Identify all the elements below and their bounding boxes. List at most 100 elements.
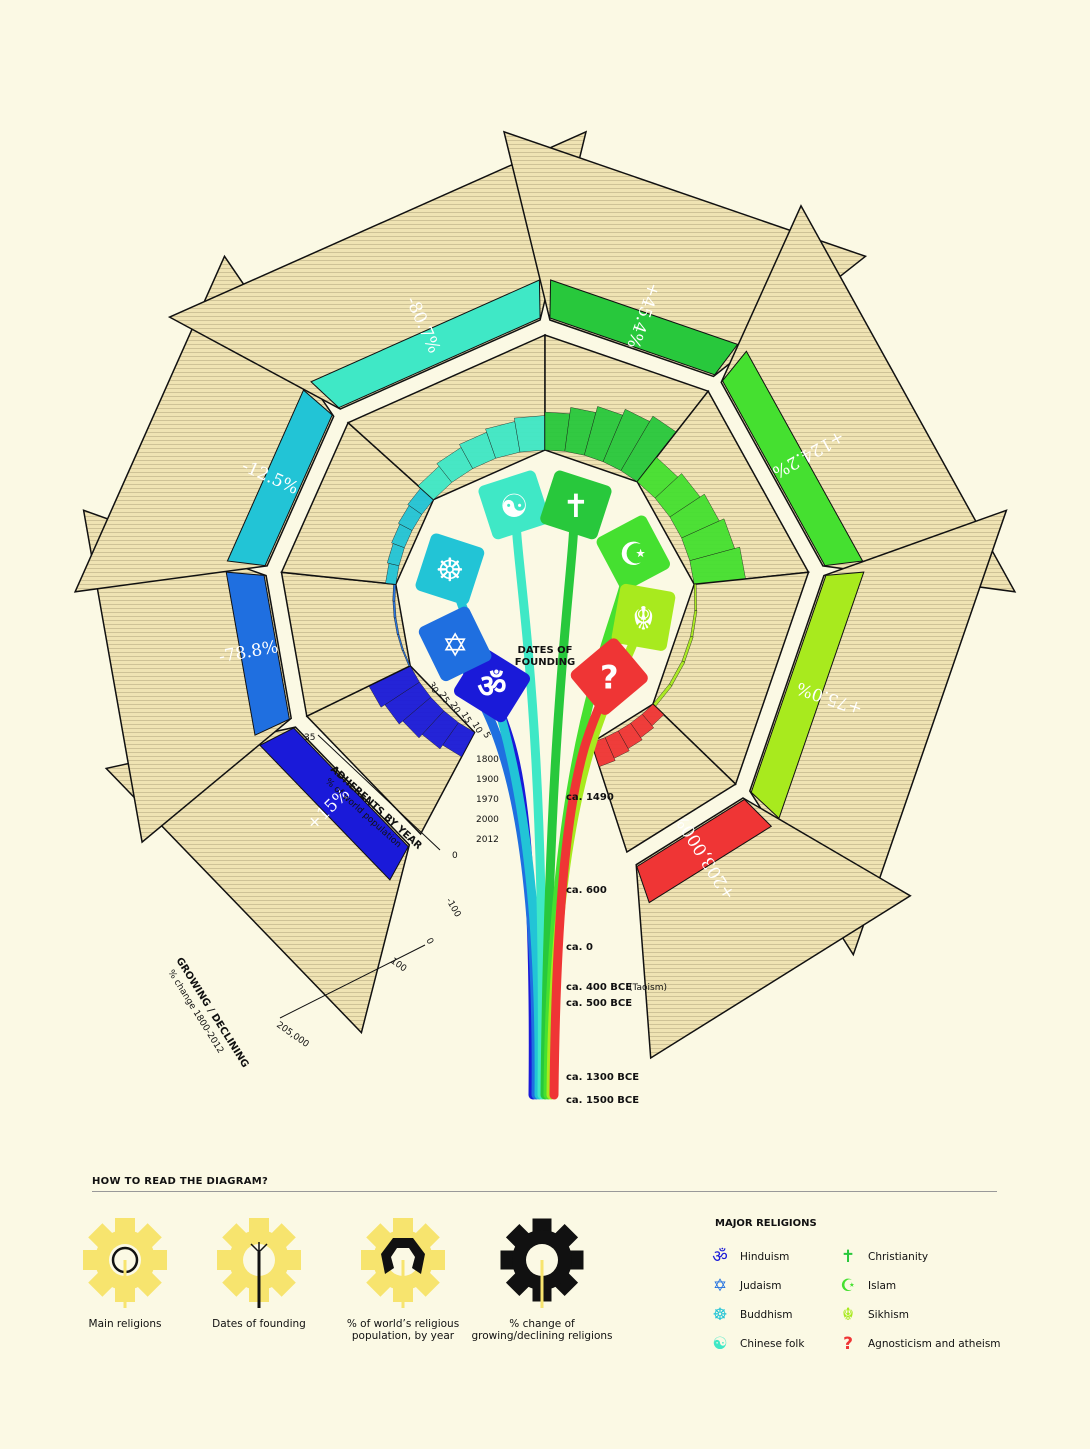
legend-religion-label: Agnosticism and atheism [868,1338,1001,1350]
khanda-icon: ☬ [841,1305,855,1325]
legend-religion-label: Buddhism [740,1309,793,1321]
adherents-tick: 15 [458,711,472,726]
change-bar [259,727,409,881]
dates-of-founding-label: DATES OF FOUNDING [515,645,575,668]
adherents-fill [544,406,677,483]
khanda-icon: ☬ [632,599,655,637]
dharma-wheel-tile: ☸ [415,533,485,605]
question-mark-tile: ? [570,638,648,715]
change-tick: -100 [443,897,462,920]
crescent-icon: ☪ [840,1276,856,1296]
change-sector: +203,000% [635,797,912,1060]
legend-religion-islam: ☪ Islam [838,1277,896,1295]
gear-legend-icon [217,1218,301,1308]
adherents-year-tick: 1800 [476,755,499,765]
cross-icon: ✝ [562,487,589,525]
adherents-fill [652,583,698,707]
founding-date: ca. 1490 [566,792,614,803]
founding-date: ca. 1500 BCE [566,1095,639,1106]
yin-yang-tile: ☯ [478,470,550,540]
change-bar [226,389,333,567]
adherents-fill [417,415,546,500]
change-tick: 205,000 [274,1020,310,1050]
religion-tile [478,470,550,540]
founding-date-note: (Taoism) [629,983,667,993]
legend-divider [92,1191,997,1192]
religion-tile [418,606,492,682]
change-sector: -80.7% [167,130,588,410]
legend-title: HOW TO READ THE DIAGRAM? [92,1176,269,1187]
dharma-wheel-icon: ☸ [436,551,465,589]
cross-tile: ✝ [540,470,612,540]
adherents-year-tick: 1900 [476,775,499,785]
religion-tile [611,583,676,651]
star-of-david-icon: ✡ [442,626,469,664]
adherents-year-tick: 2012 [476,835,499,845]
gear-legend-icon [83,1218,167,1308]
adherents-max-tick: 35 [304,733,315,743]
legend-religion-judaism: ✡ Judaism [710,1276,782,1296]
adherents-year-bar [693,583,697,611]
adherents-fill [591,703,665,767]
legend-percent-change: % change of growing/declining religions [467,1215,617,1342]
legend-religion-hinduism: ॐ Hinduism [710,1248,789,1266]
star-of-david-icon: ✡ [712,1276,728,1296]
adherents-tick: 25 [436,691,450,706]
star-of-david-tile: ✡ [418,606,492,682]
legend-religion-label: Islam [868,1280,897,1292]
legend-religion-agnosticism-and-atheism: ? Agnosticism and atheism [838,1334,1001,1354]
adherents-ring [280,333,810,854]
change-axis-title: GROWING / DECLINING [173,956,250,1070]
adherents-tick: 5 [480,731,492,741]
adherents-fill [368,665,475,758]
legend-religion-sikhism: ☬ Sikhism [838,1306,909,1324]
religion-tile [596,515,670,591]
khanda-tile: ☬ [611,583,676,651]
founding-date: ca. 1300 BCE [566,1072,639,1083]
legend-dates-of-founding: Dates of founding [184,1215,334,1330]
major-religions-title: MAJOR RELIGIONS [715,1218,817,1229]
adherents-fill [385,487,434,585]
change-tick: 0 [423,937,435,947]
gear-legend-icon [361,1218,445,1308]
cross-icon: ✝ [840,1247,856,1267]
religion-tile [570,638,648,715]
dharma-wheel-icon: ☸ [712,1305,728,1325]
change-sector: -78.8% [82,509,293,844]
adherents-axis-line [317,734,441,851]
change-ring: +15%-78.8%-12.5%-80.7% +45.4%+124.2%+75.0… [73,130,1017,1060]
om-icon: ॐ [712,1247,728,1267]
legend-religion-label: Christianity [868,1251,929,1263]
question-mark-icon: ? [843,1334,853,1354]
adherents-year-tick: 2000 [476,815,499,825]
change-bar [636,798,773,904]
founding-date: ca. 600 [566,885,607,896]
religion-tile [540,470,612,540]
legend-main-religions: Main religions [50,1215,200,1330]
yin-yang-icon: ☯ [712,1334,728,1354]
legend-religion-chinese-folk: ☯ Chinese folk [710,1335,804,1353]
founding-date-labels: ca. 1490 ca. 600 ca. 0 ca. 400 BCE(Taoism) c… [566,792,667,1106]
legend-religion-label: Sikhism [868,1309,909,1321]
founding-date: ca. 0 [566,942,593,953]
adherents-fill [637,457,746,585]
founding-branch [540,505,579,1100]
legend-world-population: % of world’s religious population, by ye… [328,1215,478,1342]
adherents-year-tick: 1970 [476,795,499,805]
legend-religion-label: Judaism [740,1280,782,1292]
legend-religion-christianity: ✝ Christianity [838,1248,928,1266]
founding-branch [511,505,547,1100]
crescent-tile: ☪ [596,515,670,591]
gear-legend-icon [499,1217,585,1308]
legend-religion-label: Hinduism [740,1251,790,1263]
crescent-icon: ☪ [619,535,648,573]
adherents-zero-tick: 0 [452,851,458,861]
om-icon: ॐ [477,667,506,705]
change-axis-line [279,944,426,1019]
yin-yang-icon: ☯ [500,487,529,525]
founding-date: ca. 400 BCE [566,982,632,993]
legend-religion-buddhism: ☸ Buddhism [710,1306,792,1324]
founding-date: ca. 500 BCE [566,998,632,1009]
legend-religion-label: Chinese folk [740,1338,805,1350]
